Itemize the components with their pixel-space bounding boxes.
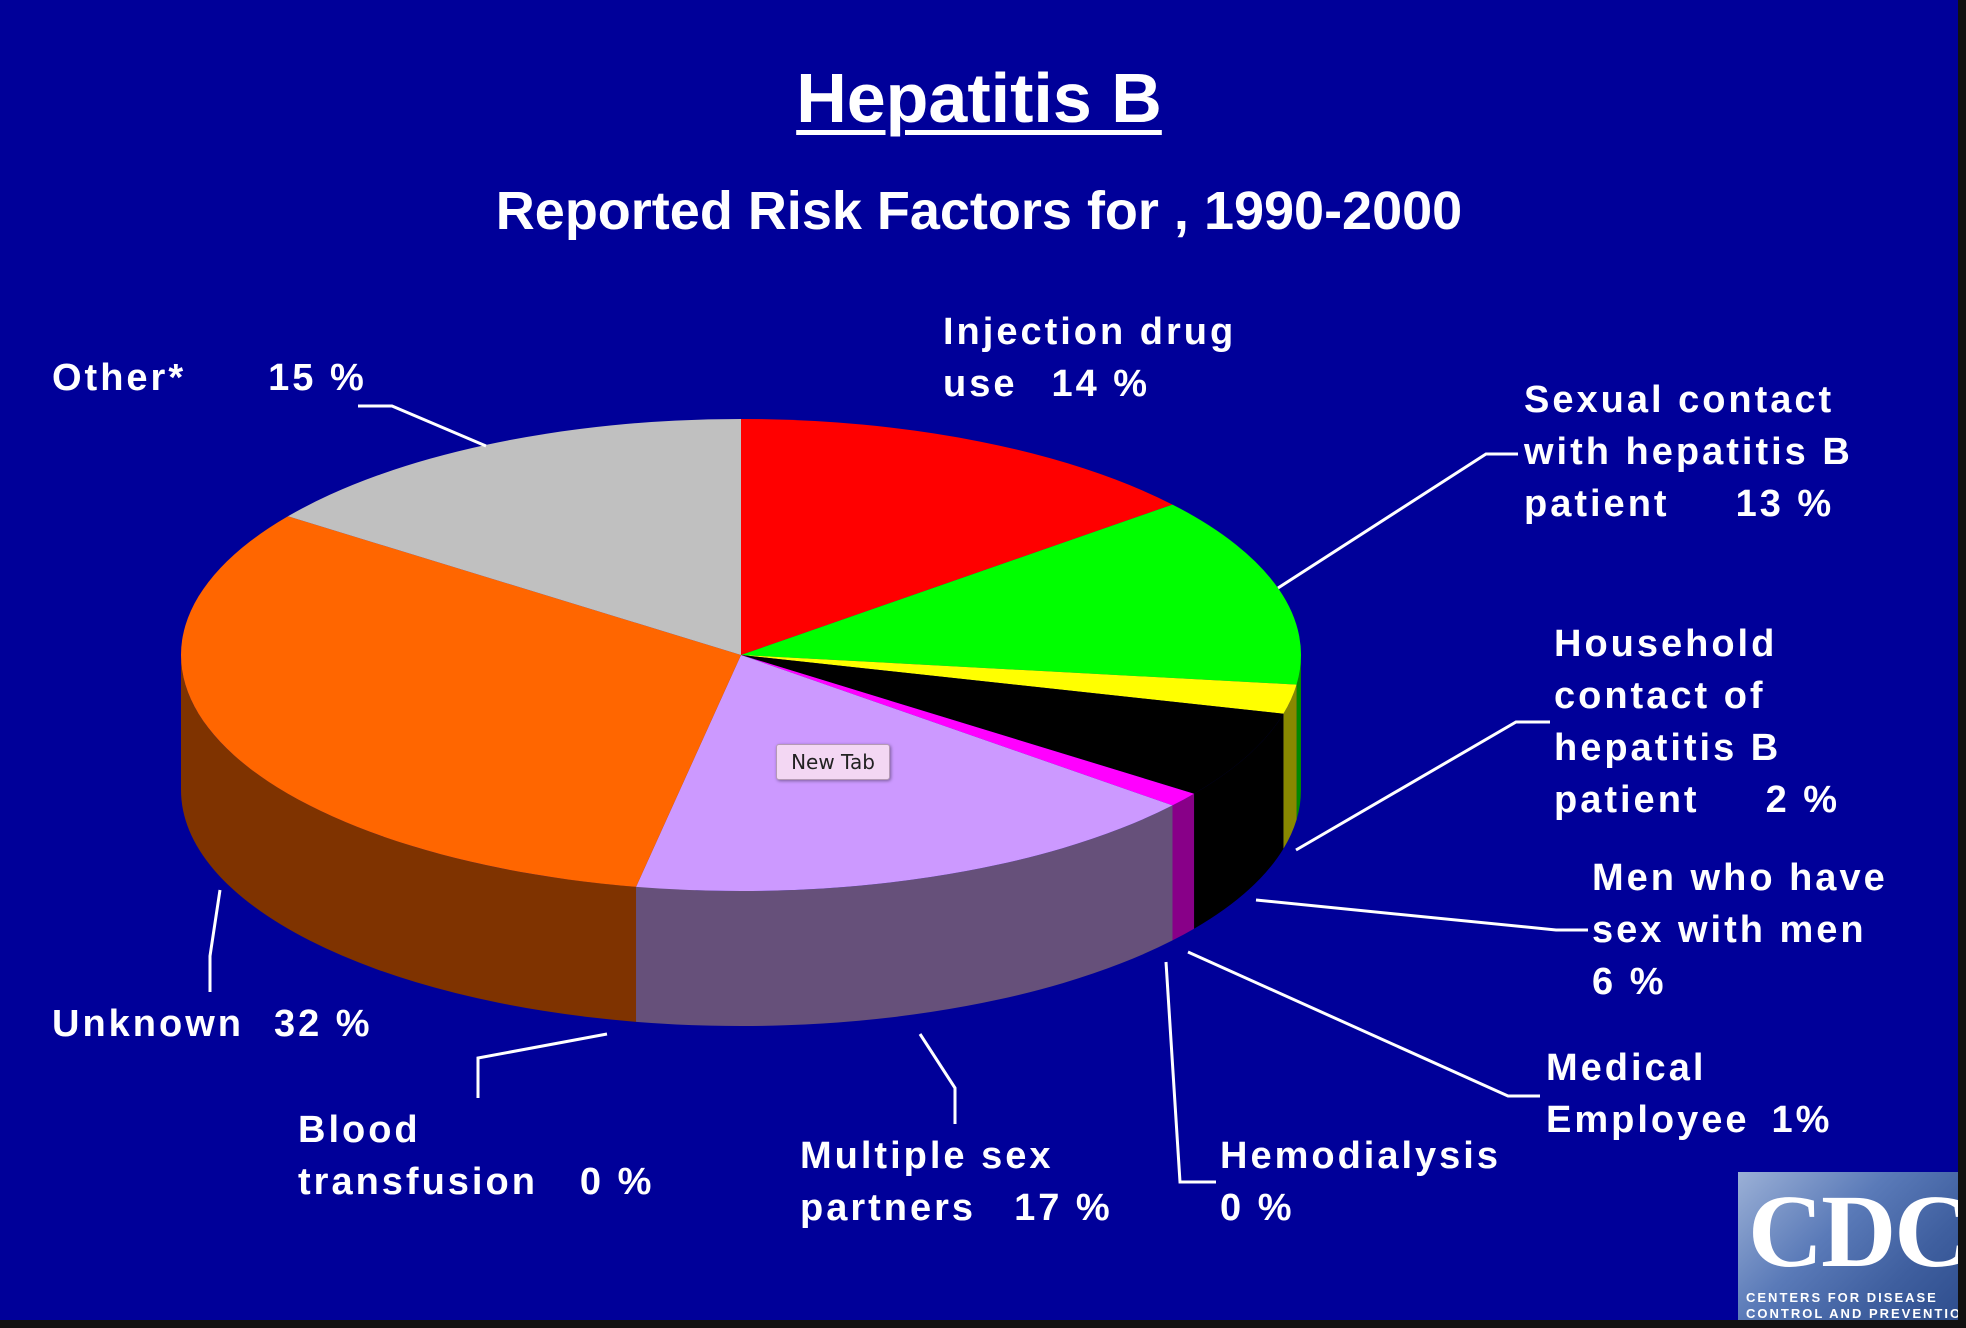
pie-slice-men-who-have-sex-with-men <box>741 655 1284 794</box>
label-men-sex-with-men-line2: sex with men <box>1592 909 1867 951</box>
value-injection-drug-use: 14 % <box>1051 363 1151 405</box>
label-household-contact-line3: hepatitis B <box>1554 727 1782 769</box>
label-men-sex-with-men-line1: Men who have <box>1592 857 1888 899</box>
label-blood-transfusion: Blood transfusion 0 % <box>298 1104 654 1208</box>
pie-side-men-who-have-sex-with-men <box>1194 713 1284 929</box>
leader-line-unknown <box>208 889 222 992</box>
label-household-contact-line4: patient <box>1554 779 1700 821</box>
label-injection-drug-use: Injection drug use 14 % <box>943 306 1236 410</box>
value-other: 15 % <box>268 357 367 399</box>
value-household-contact: 2 % <box>1765 779 1841 821</box>
leader-line-sexual-contact <box>1277 452 1518 590</box>
label-medical-employee-line1: Medical <box>1546 1047 1707 1089</box>
chart-subtitle: Reported Risk Factors for , 1990-2000 <box>495 181 1463 241</box>
new-tab-tooltip: New Tab <box>776 744 890 780</box>
label-multiple-sex-partners-line1: Multiple sex <box>800 1135 1054 1177</box>
pie-side-medical-employee <box>1172 793 1195 941</box>
label-injection-drug-use-line2: use <box>943 363 1018 405</box>
pie-side-unknown <box>181 655 637 1022</box>
chart-title: Hepatitis B <box>796 59 1162 137</box>
pie-top <box>180 419 1301 891</box>
label-hemodialysis: Hemodialysis 0 % <box>1220 1130 1501 1234</box>
label-household-contact-line1: Household <box>1554 623 1778 665</box>
pie-side-sexual-contact-with-hepatitis-b-patient <box>1296 655 1301 820</box>
label-blood-transfusion-line2: transfusion <box>298 1161 538 1203</box>
leader-line-hemodialysis <box>1164 961 1216 1184</box>
value-medical-employee: 1% <box>1771 1099 1833 1141</box>
cdc-logo-line2: CONTROL AND PREVENTION <box>1746 1306 1966 1321</box>
label-sexual-contact-line2: with hepatitis B <box>1524 431 1853 473</box>
label-multiple-sex-partners: Multiple sex partners 17 % <box>800 1130 1113 1234</box>
label-blood-transfusion-line1: Blood <box>298 1109 421 1151</box>
value-men-sex-with-men: 6 % <box>1592 961 1667 1003</box>
label-other-line1: Other* <box>52 357 187 399</box>
value-unknown: 32 % <box>273 1003 373 1045</box>
pie-slice-multiple-sex-partners <box>636 655 1173 891</box>
label-men-sex-with-men: Men who have sex with men 6 % <box>1592 852 1888 1008</box>
label-medical-employee: Medical Employee 1% <box>1546 1042 1832 1146</box>
value-hemodialysis: 0 % <box>1220 1187 1295 1229</box>
label-other: Other* 15 % <box>52 352 367 404</box>
label-unknown-line1: Unknown <box>52 1003 244 1045</box>
label-sexual-contact-line1: Sexual contact <box>1524 379 1835 421</box>
pie-slice-household-contact-of-hepatitis-b-patient <box>741 655 1297 714</box>
value-multiple-sex-partners: 17 % <box>1014 1187 1113 1229</box>
cdc-logo: CDC CENTERS FOR DISEASE CONTROL AND PREV… <box>1738 1172 1966 1324</box>
leader-line-multiple-sex-partners <box>918 1033 957 1124</box>
label-household-contact: Household contact of hepatitis B patient… <box>1554 618 1840 826</box>
pie-slice-sexual-contact-with-hepatitis-b-patient <box>741 504 1301 685</box>
leader-line-men-sex-with-men <box>1255 898 1588 932</box>
leader-line-other <box>358 404 487 448</box>
label-sexual-contact-line3: patient <box>1524 483 1670 525</box>
label-multiple-sex-partners-line2: partners <box>800 1187 977 1229</box>
label-injection-drug-use-line1: Injection drug <box>943 311 1237 353</box>
label-household-contact-line2: contact of <box>1554 675 1766 717</box>
pie-slice-unknown <box>180 516 742 887</box>
leader-lines <box>208 404 1588 1184</box>
label-hemodialysis-line1: Hemodialysis <box>1220 1135 1501 1177</box>
label-unknown: Unknown 32 % <box>52 998 373 1050</box>
pie-side-multiple-sex-partners <box>636 805 1173 1026</box>
label-medical-employee-line2: Employee <box>1546 1099 1750 1141</box>
leader-line-medical-employee <box>1187 950 1540 1098</box>
leader-line-household-contact <box>1295 720 1550 852</box>
value-blood-transfusion: 0 % <box>579 1161 655 1203</box>
label-sexual-contact: Sexual contact with hepatitis B patient 1… <box>1524 374 1853 530</box>
pie-slice-medical-employee <box>741 655 1195 806</box>
cdc-logo-letters: CDC <box>1748 1174 1966 1289</box>
pie-slice-other <box>287 419 741 655</box>
pie-side-household-contact-of-hepatitis-b-patient <box>1283 684 1297 849</box>
leader-line-blood-transfusion <box>476 1032 608 1098</box>
value-sexual-contact: 13 % <box>1735 483 1835 525</box>
pie-slice-injection-drug-use <box>741 419 1173 655</box>
cdc-logo-line1: CENTERS FOR DISEASE <box>1746 1290 1938 1305</box>
